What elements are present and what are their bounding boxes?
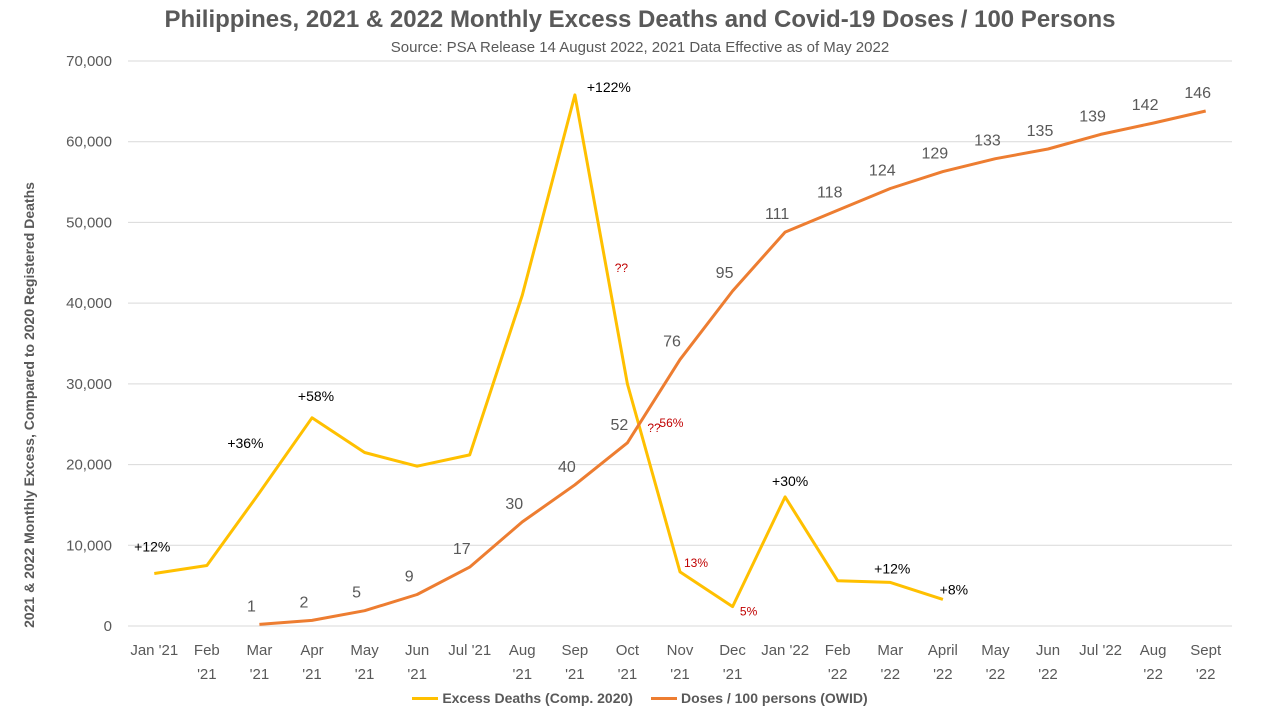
x-tick-label: '21	[670, 666, 690, 683]
legend-swatch-doses	[650, 696, 677, 700]
y-tick-label: 0	[104, 618, 112, 635]
x-tick-label: '21	[618, 666, 638, 683]
x-tick-label: May	[350, 642, 379, 659]
doses-data-label: 139	[1079, 108, 1106, 125]
y-tick-label: 30,000	[66, 376, 112, 393]
doses-data-label: 2	[300, 594, 309, 611]
excess-deaths-data-label: +58%	[298, 388, 334, 404]
doses-data-label: 30	[505, 496, 523, 513]
y-tick-label: 20,000	[66, 457, 112, 474]
doses-data-label: 124	[869, 163, 896, 180]
x-tick-label: '22	[1196, 666, 1216, 683]
y-tick-label: 70,000	[66, 53, 112, 70]
x-tick-label: Aug	[509, 642, 536, 659]
x-tick-label: Sept	[1190, 642, 1222, 659]
x-tick-label: Feb	[825, 642, 851, 659]
x-tick-label: '21	[723, 666, 743, 683]
excess-deaths-data-label: +8%	[940, 581, 968, 597]
x-tick-label: '22	[1143, 666, 1163, 683]
excess-deaths-data-label: +36%	[227, 435, 263, 451]
y-tick-label: 50,000	[66, 214, 112, 231]
x-tick-label: Mar	[247, 642, 273, 659]
doses-data-label: 9	[405, 569, 414, 586]
x-tick-label: Jul '21	[448, 642, 491, 659]
x-tick-label: May	[981, 642, 1010, 659]
doses-data-label: 76	[663, 334, 681, 351]
excess-deaths-data-label: +30%	[772, 473, 808, 489]
x-tick-label: '21	[355, 666, 375, 683]
chart-title: Philippines, 2021 & 2022 Monthly Excess …	[164, 6, 1116, 33]
x-tick-label: '22	[1038, 666, 1058, 683]
doses-data-label: 95	[716, 265, 734, 282]
chart-subtitle: Source: PSA Release 14 August 2022, 2021…	[390, 39, 890, 56]
x-tick-label: Jul '22	[1079, 642, 1122, 659]
y-tick-label: 40,000	[66, 295, 112, 312]
y-tick-label: 10,000	[66, 537, 112, 554]
y-axis-label: 2021 & 2022 Monthly Excess, Compared to …	[21, 182, 37, 628]
doses-data-label: 52	[611, 417, 629, 434]
doses-data-label: 146	[1184, 85, 1211, 102]
x-tick-label: Oct	[616, 642, 640, 659]
excess-deaths-data-label: +12%	[874, 560, 910, 576]
x-tick-label: Feb	[194, 642, 220, 659]
x-tick-label: Jun	[1036, 642, 1060, 659]
excess-deaths-data-label: +122%	[587, 79, 631, 95]
doses-data-label: 111	[765, 206, 789, 223]
x-tick-label: Sep	[562, 642, 589, 659]
excess-deaths-pct-label: 5%	[740, 605, 758, 619]
excess-deaths-data-label: ??	[615, 261, 629, 275]
legend-swatch-excess-deaths	[412, 696, 439, 700]
x-tick-label: Dec	[719, 642, 746, 659]
x-tick-label: Jun	[405, 642, 429, 659]
x-tick-label: '22	[828, 666, 848, 683]
legend-item-excess-deaths: Excess Deaths (Comp. 2020)	[412, 690, 633, 706]
excess-deaths-pct-label: 56%	[659, 416, 683, 430]
legend-item-doses: Doses / 100 persons (OWID)	[650, 690, 868, 706]
x-tick-label: '22	[933, 666, 953, 683]
excess-deaths-pct-label: 13%	[684, 556, 708, 570]
y-tick-label: 60,000	[66, 134, 112, 151]
x-tick-label: Jan '21	[130, 642, 178, 659]
legend-label-excess-deaths: Excess Deaths (Comp. 2020)	[442, 690, 633, 706]
x-tick-label: '21	[565, 666, 585, 683]
doses-data-label: 118	[817, 184, 843, 201]
x-tick-label: Jan '22	[761, 642, 809, 659]
x-tick-label: Mar	[877, 642, 903, 659]
x-tick-label: '21	[197, 666, 217, 683]
legend-label-doses: Doses / 100 persons (OWID)	[680, 690, 868, 706]
x-tick-label: '21	[407, 666, 427, 683]
excess-deaths-data-label: +12%	[134, 539, 170, 555]
doses-data-label: 17	[453, 541, 471, 558]
x-tick-label: Nov	[667, 642, 694, 659]
doses-data-label: 142	[1132, 97, 1159, 114]
doses-data-label: 1	[247, 598, 256, 615]
x-tick-label: Apr	[300, 642, 323, 659]
x-tick-label: '22	[881, 666, 901, 683]
x-tick-label: '21	[250, 666, 270, 683]
x-tick-label: '21	[302, 666, 322, 683]
x-tick-label: '21	[513, 666, 533, 683]
doses-data-label: 40	[558, 459, 576, 476]
x-tick-label: Aug	[1140, 642, 1167, 659]
doses-line	[259, 109, 1207, 626]
doses-data-label: 5	[352, 585, 361, 602]
x-tick-label: April	[928, 642, 958, 659]
doses-data-label: 129	[922, 146, 949, 163]
excess-deaths-data-label: ??	[647, 421, 661, 435]
legend: Excess Deaths (Comp. 2020) Doses / 100 p…	[0, 690, 1280, 706]
excess-deaths-line	[154, 93, 944, 609]
doses-data-label: 133	[974, 133, 1001, 150]
doses-data-label: 135	[1027, 123, 1054, 140]
x-tick-label: '22	[986, 666, 1006, 683]
